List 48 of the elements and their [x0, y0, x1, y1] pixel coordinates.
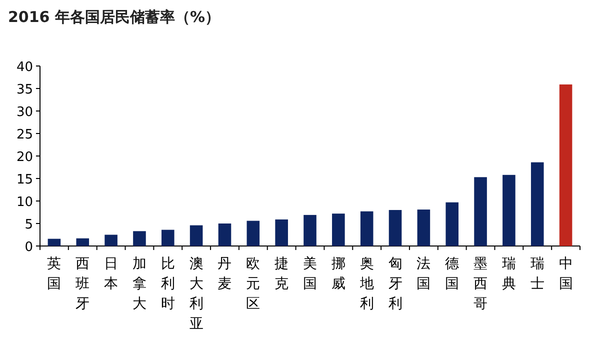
x-tick-label: 丹麦: [218, 256, 232, 292]
chart-title: 2016 年各国居民储蓄率（%）: [8, 8, 220, 26]
y-tick-label: 30: [16, 105, 33, 120]
bar: [332, 214, 345, 246]
y-tick-label: 40: [16, 60, 33, 75]
x-tick-label: 德国: [445, 256, 460, 292]
y-tick-label: 15: [16, 172, 33, 188]
y-tick-label: 5: [24, 218, 33, 232]
bar: [388, 210, 402, 246]
x-tick-label: 日本: [104, 256, 118, 292]
y-tick-label: 25: [16, 128, 33, 142]
x-tick-label: 墨西哥: [474, 256, 488, 312]
bar: [133, 231, 146, 246]
bar: [559, 84, 572, 246]
y-tick-label: 35: [16, 82, 33, 98]
bar: [275, 219, 288, 246]
x-tick-label: 法国: [416, 256, 431, 292]
bar: [304, 214, 316, 246]
x-tick-label: 英国: [47, 256, 62, 292]
x-tick-label: 比利时: [160, 256, 175, 312]
x-tick-label: 瑞士: [530, 256, 544, 292]
y-tick-label: 20: [16, 150, 33, 165]
bar: [218, 224, 232, 246]
bar: [502, 174, 516, 246]
x-tick-label: 西班牙: [76, 256, 90, 312]
bar: [246, 220, 260, 246]
x-tick-label: 挪威: [331, 256, 346, 292]
x-tick-label: 加拿大: [132, 256, 146, 312]
x-tick-label: 中国: [558, 256, 573, 292]
bar: [474, 177, 487, 246]
bar: [76, 238, 90, 246]
x-tick-label: 匈牙利: [388, 256, 402, 312]
bar: [530, 162, 544, 246]
x-tick-label: 美国: [303, 256, 317, 292]
y-tick-label: 0: [24, 240, 33, 255]
bar: [48, 238, 61, 246]
bar: [104, 234, 118, 246]
x-tick-label: 澳大利亚: [189, 256, 204, 332]
x-tick-label: 捷克: [274, 256, 289, 292]
x-tick-label: 瑞典: [502, 256, 516, 292]
bar: [162, 230, 174, 246]
y-tick-label: 10: [16, 195, 33, 210]
bar: [190, 225, 203, 246]
bar: [446, 202, 458, 246]
bar: [417, 210, 430, 246]
x-tick-label: 欧元区: [246, 256, 260, 312]
x-tick-label: 奥地利: [358, 256, 374, 312]
bar: [360, 211, 374, 246]
